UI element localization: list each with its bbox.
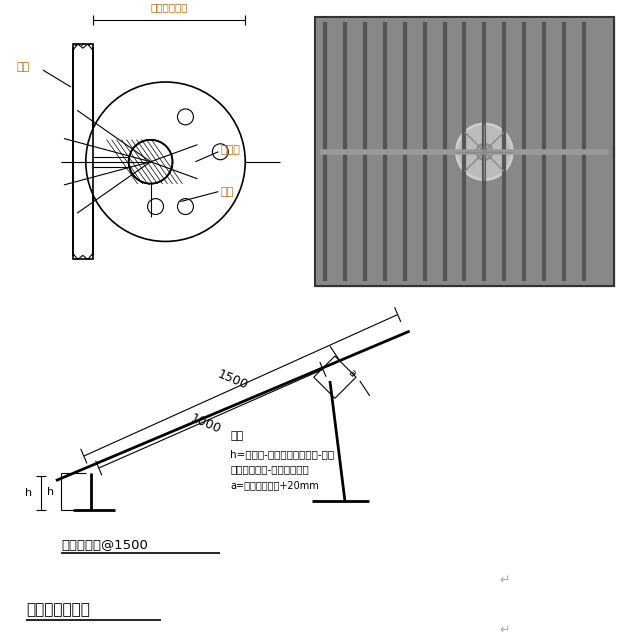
Circle shape <box>457 124 512 180</box>
Text: a: a <box>346 367 358 379</box>
Text: 塑料卡: 塑料卡 <box>220 144 240 155</box>
Text: 横筋: 横筋 <box>220 187 233 196</box>
Text: ↵: ↵ <box>499 623 510 636</box>
Text: a=顶板钉筋间距+20mm: a=顶板钉筋间距+20mm <box>230 481 319 490</box>
Circle shape <box>177 198 193 214</box>
Text: 双向钉筋直径-上下鐵保护层: 双向钉筋直径-上下鐵保护层 <box>230 465 309 474</box>
Text: ↵: ↵ <box>499 574 510 587</box>
Circle shape <box>212 144 228 160</box>
Bar <box>314 356 356 398</box>
Text: 主筋: 主筋 <box>16 62 29 72</box>
Circle shape <box>177 109 193 125</box>
Bar <box>73 44 93 259</box>
Text: 砂保护层厚度: 砂保护层厚度 <box>150 3 188 12</box>
Text: 注：: 注： <box>230 431 243 441</box>
Text: 塑料垫块示意图: 塑料垫块示意图 <box>26 603 90 618</box>
Text: h: h <box>47 487 54 496</box>
Circle shape <box>476 144 492 160</box>
Circle shape <box>148 198 163 214</box>
Circle shape <box>129 140 172 184</box>
Text: h: h <box>26 488 32 498</box>
Bar <box>315 17 614 286</box>
Circle shape <box>86 82 245 241</box>
Text: 1000: 1000 <box>188 412 223 436</box>
Text: 1500: 1500 <box>215 368 250 392</box>
Text: 楼板马尿鐵@1500: 楼板马尿鐵@1500 <box>61 539 148 552</box>
Bar <box>315 17 614 286</box>
Text: h=顶板厚-下网下鐵钉筋直径-上网: h=顶板厚-下网下鐵钉筋直径-上网 <box>230 449 334 458</box>
